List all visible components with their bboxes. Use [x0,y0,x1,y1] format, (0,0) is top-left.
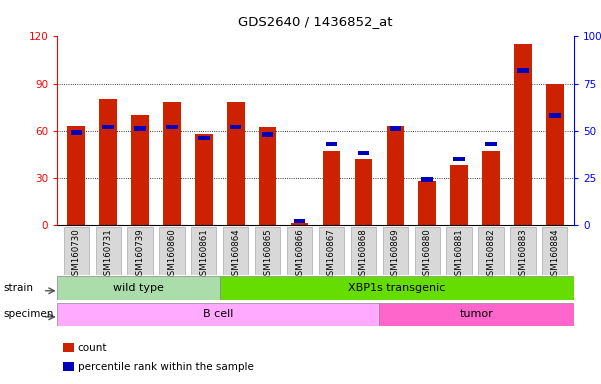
Bar [135,126,146,131]
Text: GSM160731: GSM160731 [103,228,112,281]
Text: strain: strain [3,283,33,293]
Bar [166,124,178,129]
Bar [99,99,117,225]
Bar [67,126,85,225]
Bar [546,84,564,225]
Bar [453,157,465,161]
Bar [223,227,248,275]
Bar [159,227,185,275]
Bar [421,177,433,182]
Bar [319,227,344,275]
Bar [64,227,89,275]
Bar [482,151,500,225]
Bar [379,303,574,326]
Bar [415,227,440,275]
Bar [227,103,245,225]
Text: specimen: specimen [3,310,53,319]
Bar [389,126,401,131]
Bar [131,115,149,225]
Text: GSM160882: GSM160882 [486,228,495,281]
Bar [291,223,308,225]
Text: GSM160739: GSM160739 [136,228,145,281]
Bar [230,124,242,129]
Bar [447,227,472,275]
Bar [57,276,220,300]
Bar [510,227,535,275]
Bar [485,142,496,146]
Bar [478,227,504,275]
Bar [259,127,276,225]
Text: tumor: tumor [460,310,493,319]
Text: GSM160868: GSM160868 [359,228,368,281]
Text: XBP1s transgenic: XBP1s transgenic [348,283,445,293]
Bar [355,159,372,225]
Text: B cell: B cell [203,310,233,319]
Text: GDS2640 / 1436852_at: GDS2640 / 1436852_at [238,15,393,28]
Bar [287,227,312,275]
Bar [418,181,436,225]
Text: wild type: wild type [113,283,164,293]
Bar [326,142,337,146]
Text: GSM160866: GSM160866 [295,228,304,281]
Bar [323,151,340,225]
Bar [57,303,379,326]
Bar [70,130,82,135]
Text: GSM160884: GSM160884 [551,228,560,281]
Text: GSM160730: GSM160730 [72,228,81,281]
Bar [450,165,468,225]
Bar [195,134,213,225]
Bar [549,113,561,118]
Bar [542,227,567,275]
Text: GSM160869: GSM160869 [391,228,400,281]
Bar [294,218,305,223]
Text: GSM160861: GSM160861 [200,228,209,281]
Text: GSM160883: GSM160883 [519,228,528,281]
Text: GSM160881: GSM160881 [454,228,463,281]
Bar [191,227,216,275]
Text: GSM160865: GSM160865 [263,228,272,281]
Bar [351,227,376,275]
Bar [386,126,404,225]
Bar [220,276,574,300]
Bar [255,227,280,275]
Bar [262,132,273,137]
Text: GSM160860: GSM160860 [168,228,177,281]
Bar [102,124,114,129]
Text: GSM160867: GSM160867 [327,228,336,281]
Bar [163,103,181,225]
Bar [514,44,532,225]
Bar [383,227,408,275]
Bar [517,68,529,73]
Bar [198,136,210,140]
Text: count: count [78,343,107,353]
Text: GSM160880: GSM160880 [423,228,432,281]
Text: GSM160864: GSM160864 [231,228,240,281]
Text: percentile rank within the sample: percentile rank within the sample [78,362,254,372]
Bar [127,227,153,275]
Bar [358,151,369,156]
Bar [96,227,121,275]
